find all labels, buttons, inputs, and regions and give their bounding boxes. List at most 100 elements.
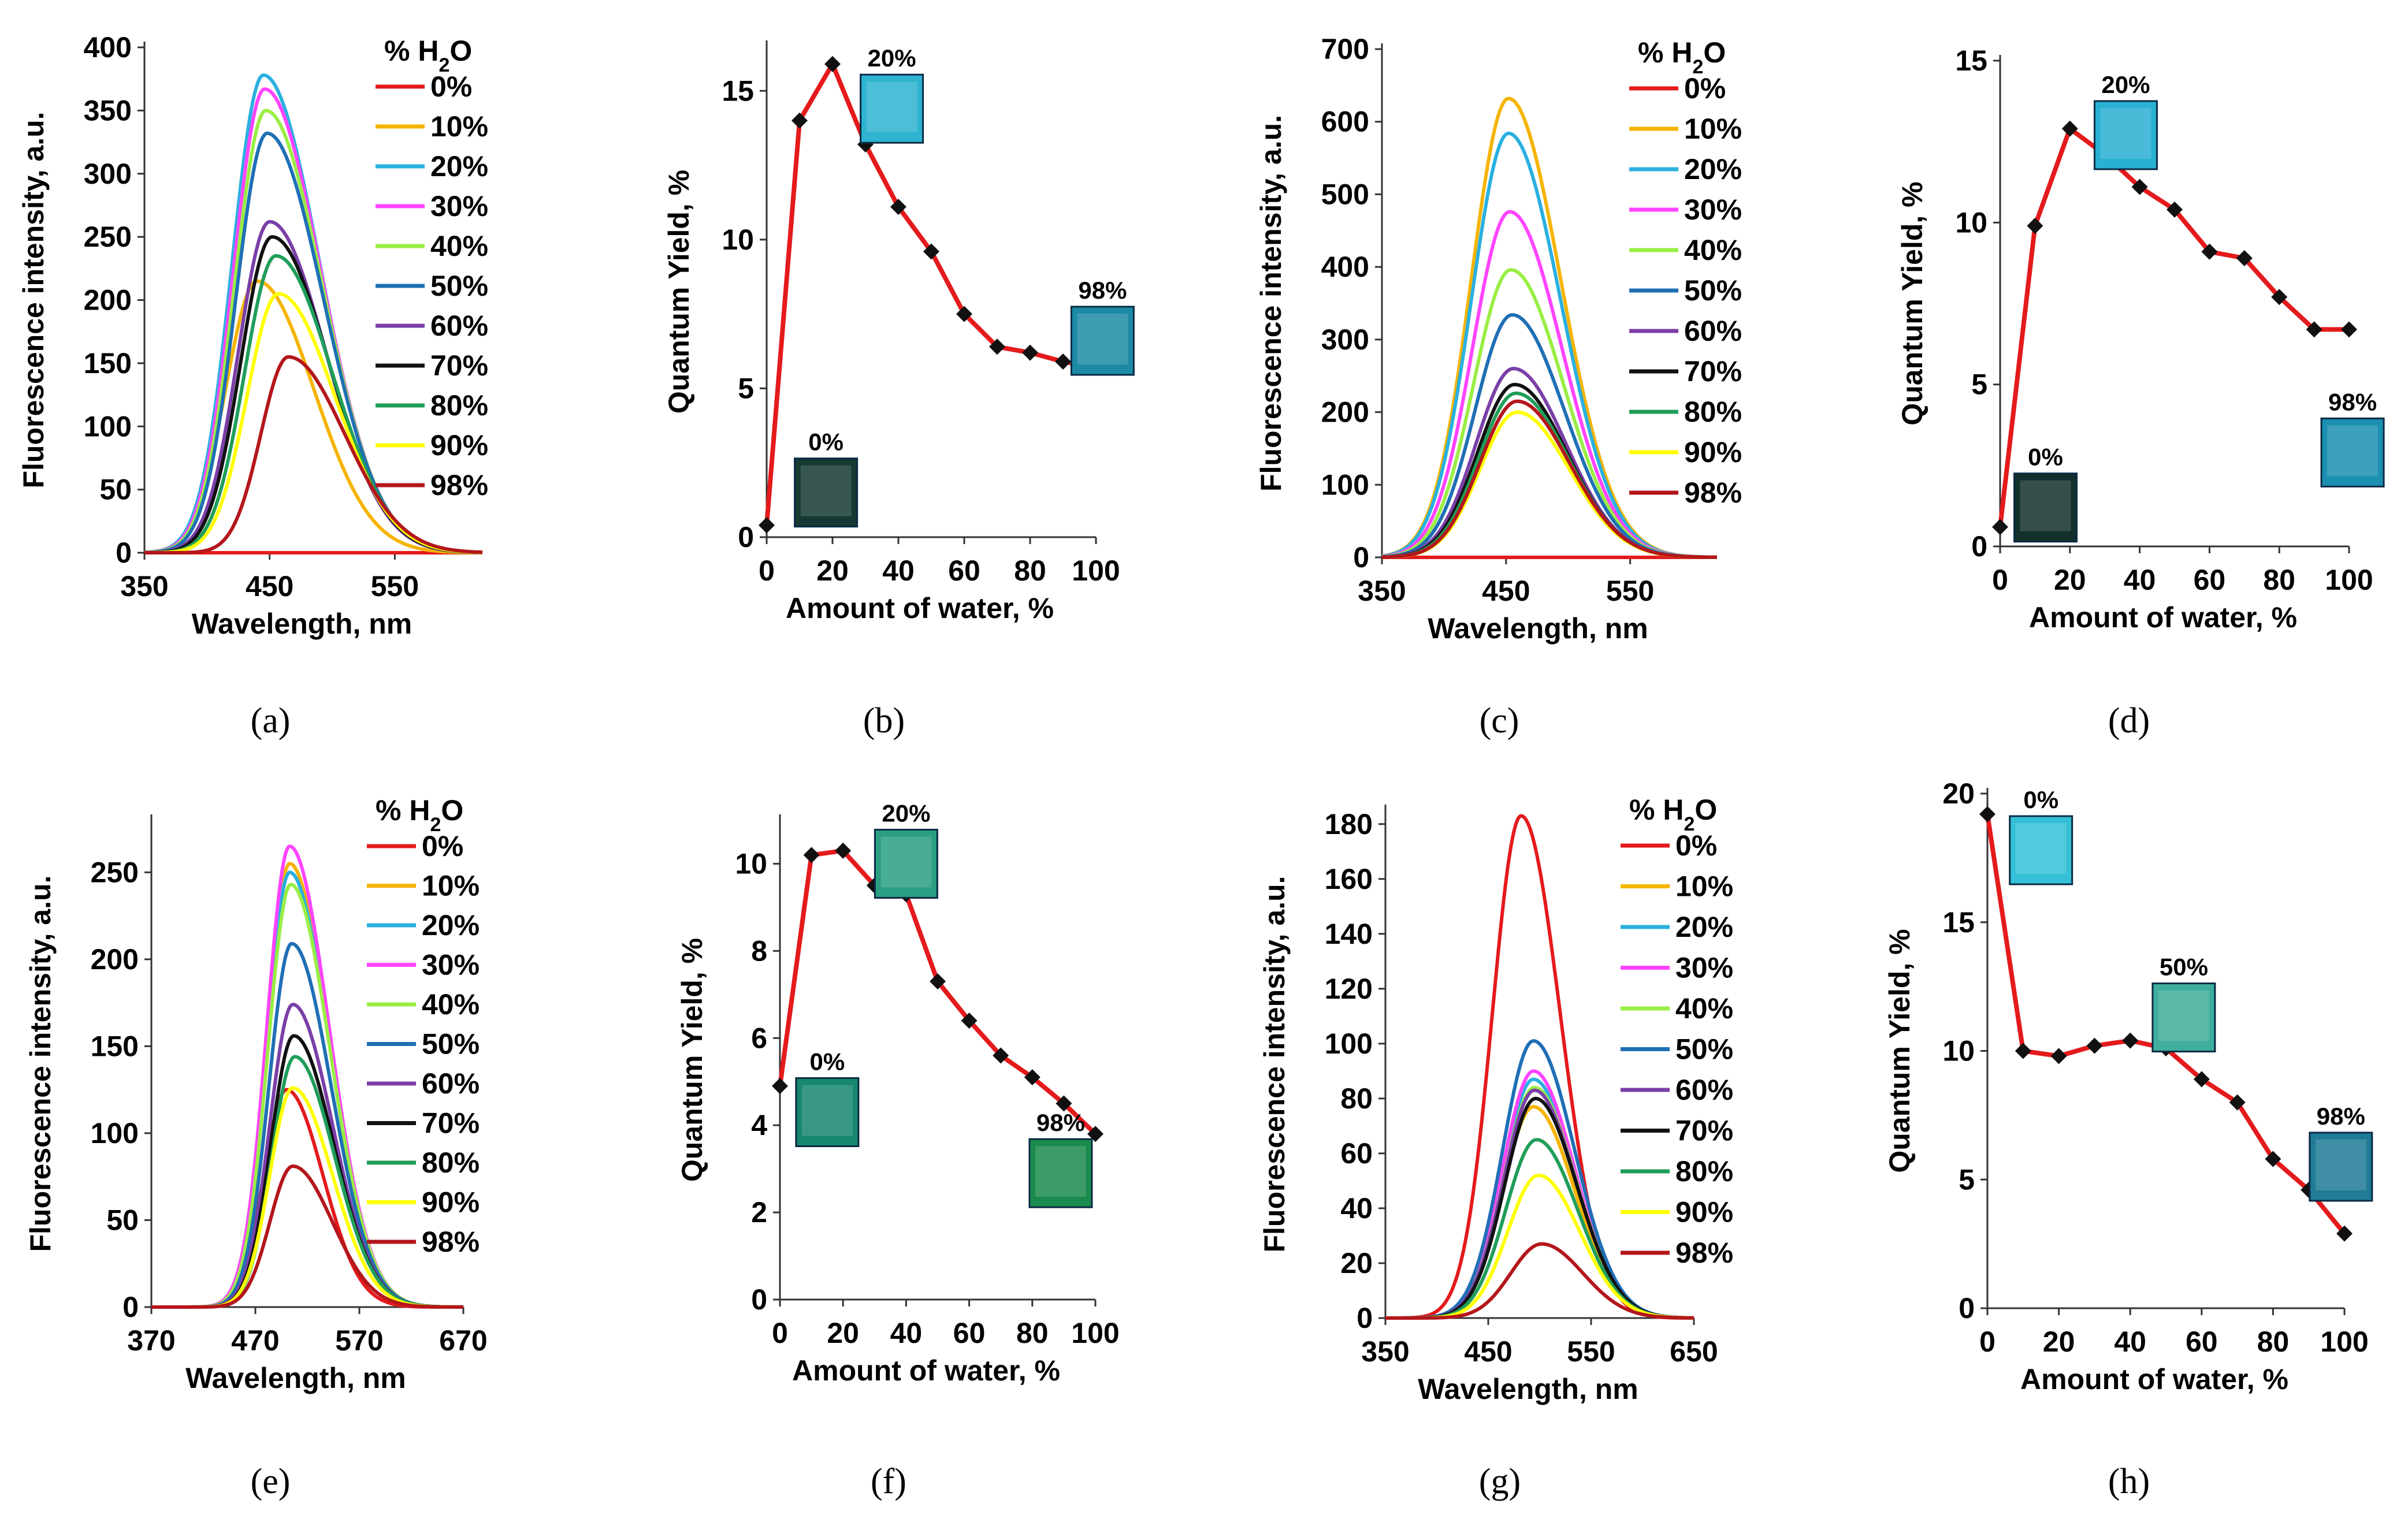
vial-photo bbox=[795, 1077, 860, 1148]
qy-marker bbox=[2236, 250, 2253, 267]
qy-marker bbox=[923, 243, 939, 260]
y-tick-label: 120 bbox=[1325, 973, 1373, 1005]
legend-label: 80% bbox=[430, 389, 488, 422]
vial-label: 98% bbox=[2317, 1103, 2365, 1130]
qy-marker bbox=[2027, 217, 2043, 234]
legend-label: 98% bbox=[1675, 1237, 1733, 1269]
qy-marker bbox=[2122, 1032, 2139, 1049]
panel-caption: (c) bbox=[1480, 701, 1519, 740]
qy-marker bbox=[961, 1013, 978, 1029]
qy-marker bbox=[835, 842, 852, 859]
panel-caption: (g) bbox=[1479, 1462, 1521, 1501]
y-tick-label: 400 bbox=[1321, 251, 1369, 283]
y-tick-label: 100 bbox=[1325, 1028, 1373, 1060]
y-axis-label: Fluorescence intensity, a.u. bbox=[1258, 876, 1291, 1252]
legend-label: 30% bbox=[1675, 952, 1733, 984]
series-line-10pct bbox=[151, 862, 464, 1309]
vial-body bbox=[795, 1077, 860, 1148]
x-tick-label: 20 bbox=[827, 1317, 859, 1349]
x-axis-label: Wavelength, nm bbox=[192, 608, 413, 640]
x-tick-label: 40 bbox=[2124, 564, 2156, 596]
series-line-40pct bbox=[151, 883, 464, 1309]
y-axis-label: Fluorescence intensity, a.u. bbox=[1255, 115, 1287, 492]
vial-glow bbox=[2315, 1139, 2366, 1190]
y-tick-label: 20 bbox=[1340, 1247, 1373, 1279]
y-tick-label: 250 bbox=[91, 856, 139, 888]
vial-photo bbox=[1070, 306, 1135, 376]
qy-marker bbox=[2167, 201, 2183, 218]
series-line-20pct bbox=[1385, 1077, 1694, 1320]
panel-caption: (h) bbox=[2108, 1462, 2150, 1501]
panel-g: 0 20 40 60 80 100 120 140 160 180 350 450 550 650 Wave… bbox=[1258, 794, 1733, 1501]
legend-label: 50% bbox=[1675, 1033, 1733, 1066]
y-tick-label: 10 bbox=[735, 847, 767, 880]
legend-label: 50% bbox=[1684, 274, 1742, 307]
x-tick-label: 60 bbox=[2186, 1326, 2218, 1358]
y-tick-label: 0 bbox=[751, 1283, 767, 1316]
y-tick-label: 4 bbox=[751, 1109, 767, 1141]
y-tick-label: 0 bbox=[116, 537, 132, 569]
y-tick-label: 80 bbox=[1340, 1082, 1373, 1115]
legend-label: 90% bbox=[430, 429, 488, 461]
vial-glow bbox=[800, 465, 852, 516]
vial-photo bbox=[794, 457, 859, 528]
x-tick-label: 100 bbox=[2325, 564, 2373, 596]
panel-caption: (d) bbox=[2108, 701, 2150, 740]
x-tick-label: 80 bbox=[2257, 1326, 2290, 1358]
qy-marker bbox=[1056, 1095, 1072, 1112]
qy-marker bbox=[1087, 1126, 1103, 1142]
x-tick-label: 100 bbox=[1072, 554, 1120, 587]
legend-label: 70% bbox=[430, 349, 488, 382]
x-tick-label: 100 bbox=[1071, 1317, 1119, 1349]
y-tick-label: 0 bbox=[1959, 1292, 1975, 1324]
x-axis-label: Wavelength, nm bbox=[1418, 1373, 1638, 1405]
vial-glow bbox=[801, 1085, 853, 1136]
vial-label: 98% bbox=[2328, 388, 2377, 415]
vial-glow bbox=[2327, 425, 2379, 477]
legend-label: 40% bbox=[1675, 992, 1733, 1025]
legend-label: 10% bbox=[430, 110, 488, 143]
vial-label: 0% bbox=[810, 1048, 845, 1075]
y-tick-label: 5 bbox=[1959, 1163, 1975, 1196]
x-tick-label: 80 bbox=[2263, 564, 2295, 596]
series-line-20pct bbox=[151, 870, 464, 1309]
x-tick-label: 350 bbox=[1361, 1335, 1409, 1368]
qy-marker bbox=[956, 306, 972, 322]
x-tick-label: 60 bbox=[948, 554, 980, 587]
vial-body bbox=[2309, 1131, 2373, 1202]
qy-marker bbox=[2341, 321, 2357, 338]
vial-photo bbox=[2093, 100, 2158, 170]
x-tick-label: 0 bbox=[759, 554, 775, 587]
x-axis-label: Wavelength, nm bbox=[185, 1362, 406, 1394]
y-tick-label: 10 bbox=[1955, 206, 1987, 239]
series-line-60pct bbox=[1385, 1088, 1694, 1320]
x-tick-label: 470 bbox=[231, 1324, 279, 1357]
qy-marker bbox=[1992, 519, 2008, 535]
legend-label: 60% bbox=[422, 1067, 480, 1100]
y-tick-label: 200 bbox=[91, 943, 139, 976]
qy-marker bbox=[2061, 120, 2078, 137]
vial-body bbox=[2320, 417, 2385, 487]
vial-glow bbox=[2015, 823, 2067, 874]
legend-label: 20% bbox=[422, 909, 480, 941]
vial-body bbox=[874, 828, 938, 899]
series-line-98pct bbox=[1385, 1242, 1694, 1320]
vial-label: 50% bbox=[2160, 954, 2208, 981]
qy-marker bbox=[2131, 178, 2148, 195]
x-tick-label: 650 bbox=[1670, 1335, 1718, 1368]
series-line-40pct bbox=[1385, 1085, 1694, 1320]
qy-marker bbox=[2265, 1151, 2281, 1167]
vial-photo bbox=[874, 828, 938, 899]
legend-label: 80% bbox=[422, 1147, 480, 1179]
y-tick-label: 8 bbox=[751, 935, 767, 967]
y-tick-label: 200 bbox=[84, 284, 132, 317]
qy-marker bbox=[2336, 1225, 2353, 1242]
legend-label: 0% bbox=[1684, 72, 1726, 105]
y-tick-label: 5 bbox=[1971, 368, 1987, 401]
y-axis-label: Quantum Yield, % bbox=[1896, 181, 1928, 425]
y-tick-label: 5 bbox=[738, 372, 754, 404]
x-axis-label: Amount of water, % bbox=[2020, 1363, 2288, 1395]
qy-marker bbox=[791, 112, 808, 129]
